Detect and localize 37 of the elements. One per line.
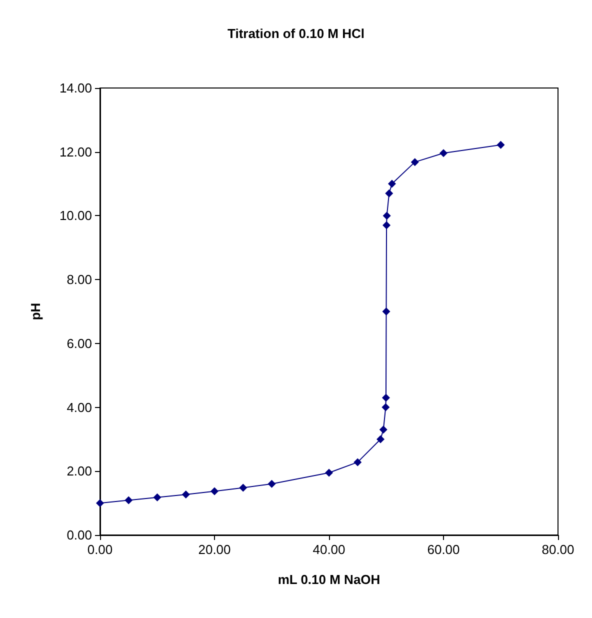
point — [268, 480, 276, 488]
point — [382, 212, 391, 220]
point — [239, 484, 248, 492]
point — [440, 149, 448, 158]
point — [496, 140, 505, 149]
y-tick-label: 6.00 — [66, 336, 92, 351]
y-axis-title: pH — [28, 302, 43, 320]
point — [153, 493, 162, 502]
point — [379, 426, 388, 434]
y-tick-label: 0.00 — [66, 528, 92, 542]
point — [124, 496, 133, 504]
x-tick-label: 20.00 — [198, 542, 231, 557]
y-tick-label: 4.00 — [66, 400, 92, 415]
point — [96, 499, 104, 508]
chart-title: Titration of 0.10 M HCl — [228, 26, 364, 41]
y-tick-label: 10.00 — [59, 208, 92, 224]
x-tick-label: 40.00 — [312, 542, 346, 557]
point — [382, 403, 390, 412]
x-axis-title: mL 0.10 M NaOH — [278, 572, 380, 587]
x-tick-label: 0.00 — [87, 542, 113, 557]
y-tick-label: 12.00 — [59, 144, 92, 160]
point — [410, 158, 419, 166]
point — [354, 458, 362, 466]
point — [325, 468, 333, 477]
x-tick-label: 80.00 — [542, 542, 574, 557]
y-tick-label: 8.00 — [66, 272, 92, 288]
y-tick-label: 2.00 — [66, 464, 92, 479]
point — [388, 180, 396, 188]
point — [385, 189, 394, 198]
point — [210, 487, 218, 496]
point — [382, 221, 391, 230]
x-tick-label: 60.00 — [427, 542, 460, 557]
point — [382, 394, 390, 402]
point — [382, 308, 390, 316]
y-tick-label: 14.00 — [59, 80, 92, 96]
point — [376, 435, 385, 444]
point — [182, 490, 190, 498]
